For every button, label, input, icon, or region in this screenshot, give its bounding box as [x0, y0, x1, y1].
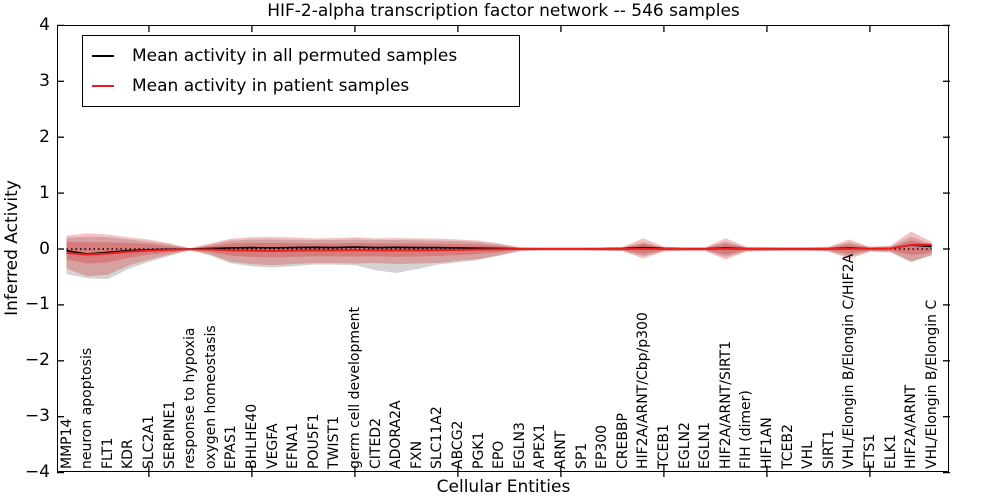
x-tick-label: HIF2A/ARNT/SIRT1 — [717, 340, 734, 469]
patient-samples-outer-band — [66, 231, 932, 277]
x-tick-label: POU5F1 — [305, 413, 322, 469]
x-tick-label: FXN — [408, 440, 425, 469]
y-tick-label: 4 — [39, 14, 50, 35]
x-tick-label: HIF2A/ARNT/Cbp/p300 — [635, 312, 652, 469]
x-tick-label: VHL/Elongin B/Elongin C — [923, 299, 940, 469]
x-tick-label: EGLN3 — [511, 422, 528, 469]
legend-item-permuted: Mean activity in all permuted samples — [83, 41, 519, 71]
x-tick-label: EGLN2 — [676, 422, 693, 469]
x-tick-label: PGK1 — [470, 431, 487, 469]
permuted-line-swatch — [92, 55, 114, 57]
x-tick-label: KDR — [120, 439, 137, 469]
x-tick-label: CREBBP — [614, 413, 631, 469]
legend: Mean activity in all permuted samples Me… — [82, 35, 520, 107]
x-tick-label: ADORA2A — [388, 400, 405, 469]
x-tick-label: EPAS1 — [223, 425, 240, 469]
x-tick-label: SP1 — [573, 442, 590, 469]
x-tick-label: SLC11A2 — [429, 406, 446, 469]
x-tick-label: FIH (dimer) — [738, 390, 755, 469]
x-tick-label: SLC2A1 — [140, 415, 157, 469]
x-tick-label: germ cell development — [346, 307, 363, 469]
x-tick-label: response to hypoxia — [182, 327, 199, 469]
y-tick-label: 2 — [39, 126, 50, 147]
x-tick-label: VEGFA — [264, 423, 281, 469]
y-tick-label: 1 — [39, 182, 50, 203]
chart-title: HIF-2-alpha transcription factor network… — [267, 1, 740, 21]
x-tick-label: EGLN1 — [697, 422, 714, 469]
x-tick-label: EPO — [491, 440, 508, 469]
y-tick-label: −1 — [24, 294, 50, 315]
y-tick-label: −3 — [24, 406, 50, 427]
x-tick-label: APEX1 — [532, 423, 549, 469]
x-tick-label: TWIST1 — [326, 416, 343, 469]
legend-item-patient: Mean activity in patient samples — [83, 71, 519, 101]
patient-mean-line — [66, 243, 932, 256]
x-tick-label: TCEB1 — [655, 424, 672, 469]
legend-label: Mean activity in patient samples — [132, 76, 410, 96]
x-tick-label: ABCG2 — [449, 420, 466, 469]
x-axis-label: Cellular Entities — [436, 477, 571, 497]
x-tick-label: ELK1 — [882, 434, 899, 469]
x-tick-label: SIRT1 — [820, 429, 837, 469]
x-tick-label: EFNA1 — [285, 423, 302, 469]
x-tick-label: SERPINE1 — [161, 400, 178, 469]
y-tick-label: −2 — [24, 350, 50, 371]
x-tick-label: MMP14 — [58, 418, 75, 469]
x-tick-label: BHLHE40 — [243, 403, 260, 469]
patient-line-swatch — [92, 85, 114, 87]
y-tick-label: 0 — [39, 238, 50, 259]
x-tick-label: ETS1 — [861, 433, 878, 469]
x-tick-label: TCEB2 — [779, 424, 796, 469]
x-tick-label: CITED2 — [367, 418, 384, 469]
x-tick-label: HIF2A/ARNT — [903, 384, 920, 469]
x-tick-label: VHL — [800, 441, 817, 469]
axis-ticks — [57, 24, 950, 477]
permuted-samples-std-band — [66, 236, 932, 280]
x-tick-label: neuron apoptosis — [79, 347, 96, 469]
x-tick-label: HIF1AN — [758, 417, 775, 469]
x-tick-label: EP300 — [594, 424, 611, 469]
x-tick-label: VHL/Elongin B/Elongin C/HIF2A — [841, 253, 858, 469]
x-tick-label: oxygen homeostasis — [202, 325, 219, 469]
legend-label: Mean activity in all permuted samples — [132, 46, 458, 66]
y-tick-label: 3 — [39, 70, 50, 91]
patient-samples-inner-band — [66, 240, 932, 264]
y-tick-label: −4 — [24, 462, 50, 483]
x-tick-label: ARNT — [552, 430, 569, 469]
x-tick-label: FLT1 — [99, 437, 116, 469]
